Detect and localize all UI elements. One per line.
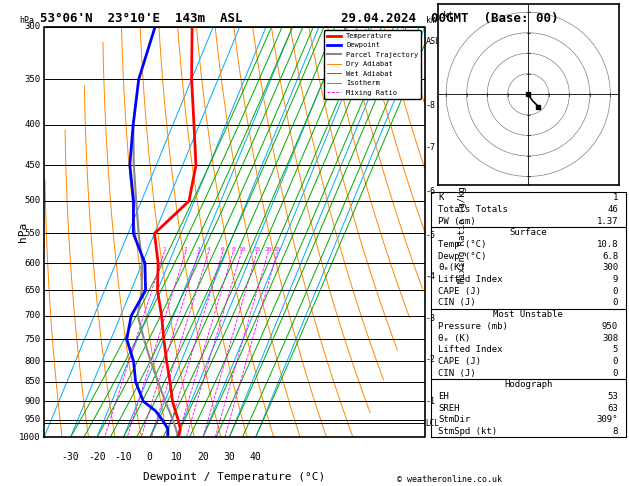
Text: Hodograph: Hodograph [504,381,552,389]
Text: 2: 2 [184,246,187,252]
Text: 550: 550 [24,229,40,238]
Text: 800: 800 [24,357,40,366]
Text: © weatheronline.co.uk: © weatheronline.co.uk [398,474,502,484]
Text: 6.8: 6.8 [602,252,618,261]
Text: 600: 600 [24,259,40,268]
Text: Most Unstable: Most Unstable [493,310,563,319]
Text: 700: 700 [24,311,40,320]
Text: LCL: LCL [426,419,440,428]
Text: -7: -7 [426,143,435,153]
Text: PW (cm): PW (cm) [438,217,476,226]
Text: Lifted Index: Lifted Index [438,345,503,354]
Text: 53°06'N  23°10'E  143m  ASL: 53°06'N 23°10'E 143m ASL [40,12,243,25]
Text: 5: 5 [613,345,618,354]
Text: 950: 950 [24,416,40,424]
Text: 350: 350 [24,75,40,84]
Text: 15: 15 [253,246,261,252]
Text: CIN (J): CIN (J) [438,298,476,308]
Text: 0: 0 [613,287,618,296]
Text: 6: 6 [221,246,225,252]
Text: SREH: SREH [438,404,460,413]
Text: 40: 40 [250,452,262,462]
Text: θₑ(K): θₑ(K) [438,263,465,273]
Text: 10: 10 [238,246,245,252]
Text: -1: -1 [426,397,435,406]
Text: km: km [426,16,435,25]
Text: 400: 400 [24,121,40,129]
Text: 308: 308 [602,333,618,343]
Text: -6: -6 [426,188,435,196]
Text: 10.8: 10.8 [596,240,618,249]
Text: 950: 950 [602,322,618,331]
Text: CAPE (J): CAPE (J) [438,287,481,296]
Text: 900: 900 [24,397,40,406]
Text: CAPE (J): CAPE (J) [438,357,481,366]
Text: Mixing Ratio (g/kg): Mixing Ratio (g/kg) [459,181,467,283]
Text: -2: -2 [426,355,435,364]
Text: EH: EH [438,392,449,401]
Text: -8: -8 [426,101,435,110]
Text: 500: 500 [24,196,40,206]
Text: 53: 53 [607,392,618,401]
Text: 9: 9 [613,275,618,284]
Text: θₑ (K): θₑ (K) [438,333,470,343]
Text: 1000: 1000 [19,433,40,442]
Text: Pressure (mb): Pressure (mb) [438,322,508,331]
Text: 30: 30 [223,452,235,462]
Text: Surface: Surface [509,228,547,237]
Text: kt: kt [443,11,455,21]
Text: StmSpd (kt): StmSpd (kt) [438,427,498,436]
Text: Temp (°C): Temp (°C) [438,240,487,249]
Text: 300: 300 [24,22,40,31]
Text: -3: -3 [426,313,435,323]
Text: hPa: hPa [19,16,34,25]
Text: 850: 850 [24,378,40,386]
Text: 300: 300 [602,263,618,273]
Text: 0: 0 [147,452,153,462]
Text: 4: 4 [207,246,211,252]
Text: ASL: ASL [426,37,440,46]
Text: Dewpoint / Temperature (°C): Dewpoint / Temperature (°C) [143,472,326,482]
Text: 1.37: 1.37 [596,217,618,226]
Text: CIN (J): CIN (J) [438,368,476,378]
Text: 750: 750 [24,335,40,344]
Text: -20: -20 [88,452,106,462]
Text: 0: 0 [613,357,618,366]
Text: 450: 450 [24,160,40,170]
Text: Totals Totals: Totals Totals [438,205,508,214]
Text: 10: 10 [170,452,182,462]
Text: 25: 25 [274,246,281,252]
Text: hPa: hPa [18,222,28,242]
Text: K: K [438,193,444,202]
Text: 650: 650 [24,286,40,295]
Text: 20: 20 [265,246,272,252]
Text: -30: -30 [62,452,79,462]
Text: StmDir: StmDir [438,416,470,424]
Text: 0: 0 [613,368,618,378]
Text: 20: 20 [197,452,209,462]
Text: 3: 3 [197,246,201,252]
Text: 8: 8 [231,246,235,252]
Text: 1: 1 [613,193,618,202]
Text: 29.04.2024  00GMT  (Base: 00): 29.04.2024 00GMT (Base: 00) [341,12,559,25]
Text: -10: -10 [114,452,132,462]
Legend: Temperature, Dewpoint, Parcel Trajectory, Dry Adiabat, Wet Adiabat, Isotherm, Mi: Temperature, Dewpoint, Parcel Trajectory… [324,30,421,99]
Text: -4: -4 [426,272,435,281]
Text: 309°: 309° [596,416,618,424]
Text: 46: 46 [607,205,618,214]
Text: Dewp (°C): Dewp (°C) [438,252,487,261]
Text: 0: 0 [613,298,618,308]
Text: 1: 1 [162,246,166,252]
Text: 63: 63 [607,404,618,413]
Text: Lifted Index: Lifted Index [438,275,503,284]
Text: -5: -5 [426,231,435,241]
Text: 8: 8 [613,427,618,436]
